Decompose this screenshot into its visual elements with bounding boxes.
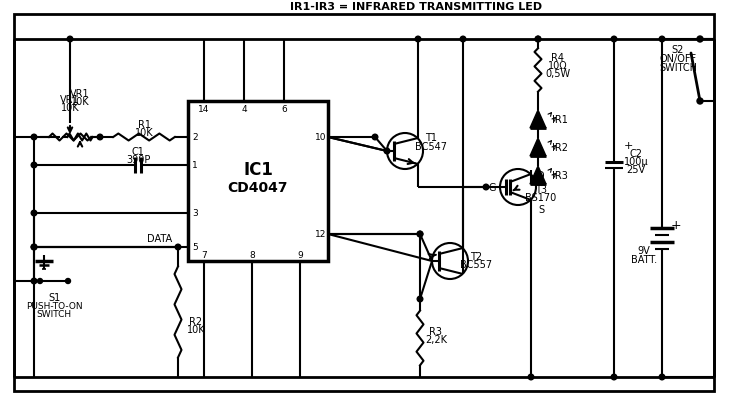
Text: S1: S1 [48, 292, 60, 302]
Circle shape [31, 211, 36, 216]
Circle shape [37, 279, 42, 284]
Text: ON/OFF: ON/OFF [660, 54, 697, 64]
Circle shape [535, 37, 541, 43]
Text: IC1: IC1 [243, 161, 273, 179]
Text: 1: 1 [192, 161, 198, 170]
Text: 7: 7 [201, 250, 207, 259]
Text: IR2: IR2 [552, 143, 568, 153]
Text: 14: 14 [198, 104, 210, 113]
Text: IR1-IR3 = INFRARED TRANSMITTING LED: IR1-IR3 = INFRARED TRANSMITTING LED [290, 2, 542, 12]
Circle shape [416, 37, 421, 43]
Text: R3: R3 [429, 326, 443, 336]
Text: 8: 8 [249, 250, 255, 259]
Text: 10K: 10K [187, 324, 206, 334]
Circle shape [384, 149, 390, 155]
Text: BC557: BC557 [460, 259, 492, 270]
Text: IR3: IR3 [552, 171, 568, 180]
Circle shape [460, 37, 466, 43]
Text: +: + [671, 219, 682, 232]
Text: SWITCH: SWITCH [659, 63, 697, 73]
Text: 3: 3 [192, 209, 198, 218]
Text: IR1: IR1 [552, 115, 568, 125]
Text: 2,2K: 2,2K [425, 334, 447, 344]
Circle shape [535, 37, 541, 43]
Text: 4: 4 [241, 104, 247, 113]
Text: VR1: VR1 [70, 89, 90, 99]
Circle shape [66, 279, 71, 284]
Circle shape [611, 37, 617, 43]
Text: 0,5W: 0,5W [545, 69, 571, 79]
Text: D: D [537, 171, 545, 180]
Text: 10Ω: 10Ω [548, 61, 568, 71]
Circle shape [373, 135, 378, 140]
Text: 10K: 10K [71, 97, 90, 107]
Text: 6: 6 [281, 104, 287, 113]
Text: 10K: 10K [135, 128, 153, 138]
Text: 12: 12 [316, 230, 327, 239]
Circle shape [31, 163, 36, 169]
Circle shape [417, 231, 423, 237]
Text: BS170: BS170 [526, 193, 557, 202]
Circle shape [697, 99, 703, 105]
Circle shape [175, 245, 181, 250]
Polygon shape [530, 111, 546, 129]
Text: T1: T1 [425, 133, 437, 143]
Text: CD4047: CD4047 [227, 180, 288, 195]
Circle shape [659, 374, 665, 380]
Circle shape [31, 245, 36, 250]
Text: C2: C2 [630, 148, 642, 159]
Text: T2: T2 [470, 252, 482, 261]
Text: S2: S2 [672, 45, 685, 55]
Text: S: S [538, 204, 544, 214]
Circle shape [31, 135, 36, 140]
Text: VR1: VR1 [61, 95, 79, 105]
Circle shape [97, 135, 103, 140]
Circle shape [697, 37, 703, 43]
Polygon shape [530, 166, 546, 184]
Circle shape [659, 37, 665, 43]
Circle shape [67, 37, 73, 43]
Text: 9: 9 [297, 250, 303, 259]
Text: R2: R2 [190, 316, 203, 326]
Text: 390P: 390P [126, 155, 150, 164]
Text: G: G [488, 182, 496, 193]
Text: 5: 5 [192, 243, 198, 252]
Text: T3: T3 [535, 184, 547, 195]
Text: DATA: DATA [147, 234, 173, 243]
Text: R4: R4 [552, 53, 564, 63]
Text: R1: R1 [138, 120, 150, 130]
Text: C1: C1 [131, 147, 144, 157]
Text: +: + [623, 141, 633, 151]
Bar [188, 102, 328, 261]
Text: BATT.: BATT. [631, 254, 657, 264]
Circle shape [529, 374, 534, 380]
Text: 100μ: 100μ [624, 157, 648, 166]
Text: PUSH-TO-ON: PUSH-TO-ON [26, 302, 82, 311]
Text: SWITCH: SWITCH [36, 310, 71, 319]
Text: 10: 10 [315, 133, 327, 142]
Text: 10K: 10K [61, 103, 79, 113]
Polygon shape [530, 139, 546, 157]
Text: 25V: 25V [626, 164, 646, 175]
Text: 9V: 9V [638, 245, 650, 255]
Circle shape [611, 374, 617, 380]
Circle shape [417, 231, 423, 237]
Circle shape [31, 245, 36, 250]
Circle shape [417, 297, 423, 302]
Circle shape [31, 279, 36, 284]
Text: BC547: BC547 [415, 142, 447, 152]
Circle shape [483, 185, 489, 190]
Text: 2: 2 [192, 133, 198, 142]
